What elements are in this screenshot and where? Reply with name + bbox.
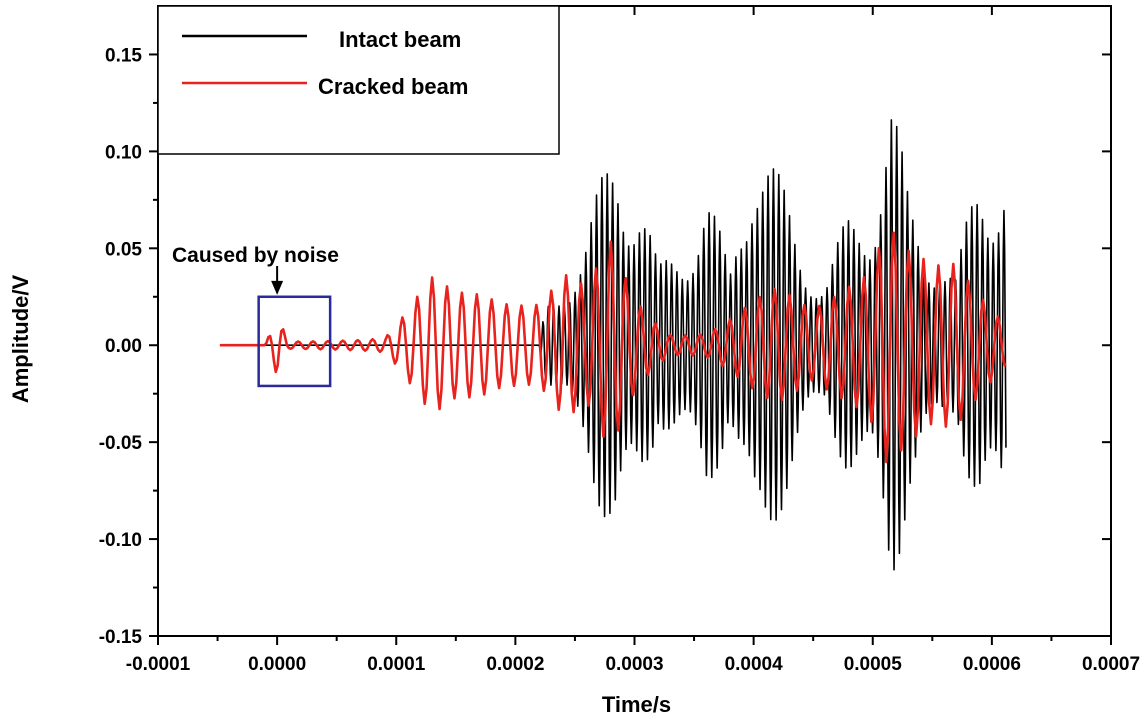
x-tick-label: -0.0001	[126, 654, 191, 675]
y-tick-label: 0.05	[105, 239, 142, 260]
x-tick-label: 0.0003	[605, 654, 663, 675]
x-tick-label: 0.0005	[844, 654, 903, 675]
y-tick-label: -0.05	[99, 433, 143, 454]
x-tick-label: 0.0002	[486, 654, 544, 675]
legend-label: Cracked beam	[318, 74, 468, 99]
x-tick-label: 0.0001	[367, 654, 426, 675]
y-tick-label: -0.10	[99, 530, 142, 551]
y-tick-label: 0.15	[105, 45, 142, 66]
series-line-intact-beam	[219, 119, 1007, 571]
legend-label: Intact beam	[339, 27, 461, 52]
series-line-cracked-beam	[219, 231, 1007, 464]
annotation-text: Caused by noise	[172, 244, 339, 267]
x-tick-label: 0.0000	[248, 654, 306, 675]
x-axis-title: Time/s	[602, 692, 671, 717]
noise-highlight-box	[257, 295, 332, 388]
x-tick-label: 0.0006	[963, 654, 1021, 675]
annotation-arrow-head	[271, 280, 284, 295]
y-tick-label: -0.15	[99, 627, 143, 648]
y-tick-label: 0.10	[105, 142, 142, 163]
x-tick-label: 0.0004	[725, 654, 784, 675]
y-axis-title: Amplitude/V	[8, 275, 33, 404]
legend-box	[157, 5, 560, 155]
x-tick-label: 0.0007	[1082, 654, 1140, 675]
y-tick-label: 0.00	[105, 336, 142, 357]
